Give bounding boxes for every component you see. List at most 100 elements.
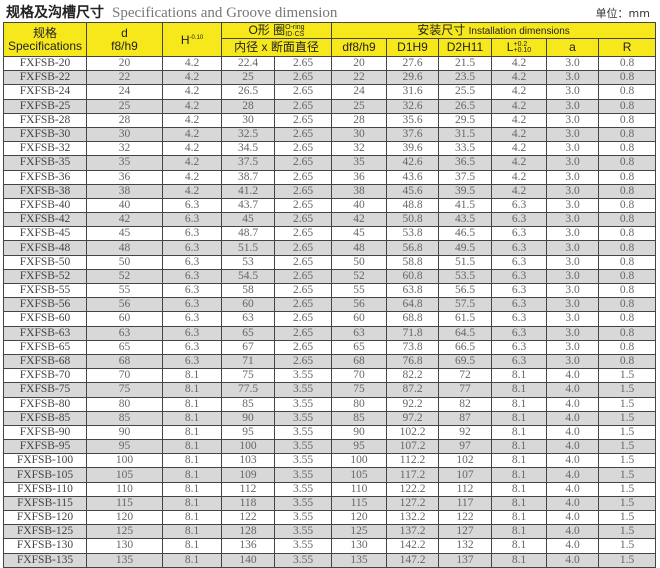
cell-D2: 23.5 — [438, 70, 492, 86]
cell-spec: FXFSB-115 — [3, 495, 87, 512]
cell-D1: 117.2 — [386, 467, 439, 483]
cell-D1: 31.6 — [386, 84, 439, 100]
cell-D2: 37.5 — [438, 169, 492, 185]
table-row: FXFSB-95 95 8.1 100 3.55 95 107.2 97 8.1 4.0 1.5 — [3, 439, 657, 455]
cell-spec: FXFSB-30 — [3, 126, 87, 143]
cell-oring-id: 112 — [221, 481, 275, 497]
cell-a: 4.0 — [546, 481, 599, 497]
cell-d: 105 — [86, 467, 163, 483]
cell-D2: 33.5 — [438, 141, 492, 157]
cell-spec: FXFSB-45 — [3, 226, 87, 242]
cell-d: 30 — [86, 126, 163, 143]
cell-oring-cs: 2.65 — [274, 183, 332, 199]
cell-D1: 127.2 — [386, 495, 439, 512]
cell-spec: FXFSB-110 — [3, 481, 87, 497]
cell-d: 130 — [86, 538, 163, 554]
cell-df: 115 — [331, 495, 387, 512]
cell-df: 135 — [331, 552, 387, 568]
cell-D2: 69.5 — [438, 353, 492, 370]
cell-a: 3.0 — [546, 311, 599, 327]
cell-a: 4.0 — [546, 396, 599, 412]
cell-oring-cs: 3.55 — [274, 552, 332, 568]
cell-D2: 51.5 — [438, 254, 492, 270]
cell-L: 6.3 — [491, 311, 547, 327]
cell-H: 4.2 — [162, 84, 222, 100]
cell-D1: 50.8 — [386, 212, 439, 228]
header-spec: 规格 Specifications — [3, 22, 87, 57]
title-cn: 规格及沟槽尺寸 — [6, 5, 104, 21]
cell-L: 4.2 — [491, 55, 547, 72]
cell-oring-id: 67 — [221, 339, 275, 355]
cell-D1: 37.6 — [386, 126, 439, 143]
cell-d: 35 — [86, 155, 163, 171]
cell-df: 75 — [331, 382, 387, 398]
cell-d: 20 — [86, 55, 163, 72]
cell-R: 0.8 — [597, 183, 657, 199]
cell-a: 4.0 — [546, 495, 599, 512]
table-row: FXFSB-85 85 8.1 90 3.55 85 97.2 87 8.1 4.0 1.5 — [3, 410, 657, 426]
cell-D1: 63.8 — [386, 282, 439, 299]
cell-df: 25 — [331, 98, 387, 114]
cell-D2: 46.5 — [438, 226, 492, 242]
cell-D1: 68.8 — [386, 311, 439, 327]
cell-a: 3.0 — [546, 141, 599, 157]
cell-df: 42 — [331, 212, 387, 228]
header-oring: O形 圈O-ring ID·CS — [221, 22, 332, 39]
cell-oring-id: 22.4 — [221, 55, 275, 72]
cell-spec: FXFSB-130 — [3, 538, 87, 554]
cell-oring-cs: 3.55 — [274, 495, 332, 512]
cell-R: 1.5 — [597, 424, 657, 441]
cell-oring-id: 109 — [221, 467, 275, 483]
cell-H: 8.1 — [162, 396, 222, 412]
cell-oring-cs: 2.65 — [274, 98, 332, 114]
cell-L: 8.1 — [491, 538, 547, 554]
cell-oring-cs: 3.55 — [274, 538, 332, 554]
cell-spec: FXFSB-75 — [3, 382, 87, 398]
unit-label: 单位：mm — [595, 7, 650, 20]
cell-H: 4.2 — [162, 169, 222, 185]
table-row: FXFSB-135 135 8.1 140 3.55 135 147.2 137 8.1 4.0 1… — [3, 552, 657, 568]
cell-spec: FXFSB-32 — [3, 141, 87, 157]
cell-spec: FXFSB-125 — [3, 524, 87, 540]
cell-L: 6.3 — [491, 226, 547, 242]
cell-D2: 25.5 — [438, 84, 492, 100]
cell-L: 4.2 — [491, 141, 547, 157]
cell-a: 4.0 — [546, 424, 599, 441]
header-R: R — [597, 38, 657, 57]
cell-D1: 71.8 — [386, 325, 439, 341]
cell-H: 6.3 — [162, 212, 222, 228]
cell-R: 0.8 — [597, 339, 657, 355]
cell-R: 1.5 — [597, 368, 657, 384]
table-row: FXFSB-32 32 4.2 34.5 2.65 32 39.6 33.5 4.2 3.0 0.8 — [3, 141, 657, 157]
cell-df: 48 — [331, 240, 387, 256]
cell-oring-id: 45 — [221, 212, 275, 228]
cell-df: 28 — [331, 112, 387, 128]
cell-a: 3.0 — [546, 297, 599, 313]
cell-L: 6.3 — [491, 353, 547, 370]
cell-R: 0.8 — [597, 282, 657, 299]
cell-D1: 76.8 — [386, 353, 439, 370]
cell-df: 85 — [331, 410, 387, 426]
cell-D1: 147.2 — [386, 552, 439, 568]
cell-df: 100 — [331, 453, 387, 469]
cell-a: 4.0 — [546, 552, 599, 568]
cell-spec: FXFSB-63 — [3, 325, 87, 341]
cell-D1: 102.2 — [386, 424, 439, 441]
cell-H: 6.3 — [162, 240, 222, 256]
cell-D1: 27.6 — [386, 55, 439, 72]
cell-d: 68 — [86, 353, 163, 370]
cell-oring-id: 95 — [221, 424, 275, 441]
cell-spec: FXFSB-48 — [3, 240, 87, 256]
cell-df: 120 — [331, 509, 387, 526]
cell-D1: 58.8 — [386, 254, 439, 270]
cell-spec: FXFSB-52 — [3, 268, 87, 285]
cell-a: 3.0 — [546, 126, 599, 143]
cell-oring-cs: 2.65 — [274, 282, 332, 299]
cell-oring-id: 43.7 — [221, 197, 275, 214]
cell-oring-id: 51.5 — [221, 240, 275, 256]
header-df: df8/h9 — [331, 38, 387, 57]
cell-D2: 41.5 — [438, 197, 492, 214]
cell-H: 4.2 — [162, 126, 222, 143]
cell-L: 6.3 — [491, 268, 547, 285]
header-install: 安装尺寸 Installation dimensions — [330, 22, 657, 39]
